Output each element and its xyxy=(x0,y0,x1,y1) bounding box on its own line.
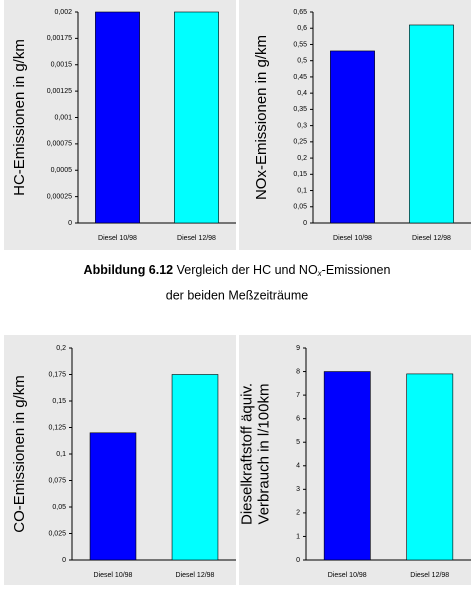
y-tick-label: 0,175 xyxy=(48,371,66,378)
x-tick-label: Diesel 12/98 xyxy=(177,235,216,242)
y-tick-label: 0,0015 xyxy=(51,62,73,69)
y-tick-label: 0,65 xyxy=(293,9,307,16)
y-tick-label: 9 xyxy=(296,345,300,352)
y-axis-label: Dieselkraftstoff äquiv. xyxy=(238,383,255,525)
y-tick-label: 0,00125 xyxy=(47,88,72,95)
y-tick-label: 6 xyxy=(296,416,300,423)
caption-line: der beiden Meßzeiträume xyxy=(166,288,308,302)
bar xyxy=(174,11,219,224)
x-tick-label: Diesel 10/98 xyxy=(98,235,137,242)
y-tick-label: 0,1 xyxy=(56,451,66,458)
y-axis-label: CO-Emissionen in g/km xyxy=(11,375,28,533)
y-tick-label: 0,00075 xyxy=(47,141,72,148)
y-tick-label: 0,6 xyxy=(297,25,307,32)
y-tick-label: 0,45 xyxy=(293,74,307,81)
bar xyxy=(330,50,375,224)
y-tick-label: 1 xyxy=(296,533,300,540)
x-tick-label: Diesel 10/98 xyxy=(94,572,133,579)
x-tick-label: Diesel 10/98 xyxy=(328,572,367,579)
y-tick-label: 0,00025 xyxy=(47,193,72,200)
y-tick-label: 0,15 xyxy=(293,171,307,178)
y-tick-label: 0,075 xyxy=(48,477,66,484)
bar xyxy=(406,373,454,561)
y-tick-label: 0,00175 xyxy=(47,35,72,42)
y-tick-label: 0,4 xyxy=(297,90,307,97)
caption-text: Vergleich der HC und NO xyxy=(177,263,318,277)
y-tick-label: 4 xyxy=(296,463,300,470)
y-tick-label: 0,05 xyxy=(52,504,66,511)
y-tick-label: 0 xyxy=(296,557,300,564)
y-axis-label: HC-Emissionen in g/km xyxy=(11,39,28,196)
y-tick-label: 0,2 xyxy=(56,345,66,352)
y-tick-label: 0,0005 xyxy=(51,167,73,174)
y-tick-label: 2 xyxy=(296,510,300,517)
y-tick-label: 3 xyxy=(296,486,300,493)
x-tick-label: Diesel 10/98 xyxy=(333,235,372,242)
y-tick-label: 0,15 xyxy=(52,398,66,405)
y-tick-label: 0,05 xyxy=(293,204,307,211)
y-tick-label: 0,3 xyxy=(297,122,307,129)
y-tick-label: 0,1 xyxy=(297,187,307,194)
caption-text: -Emissionen xyxy=(322,263,391,277)
y-tick-label: 0,35 xyxy=(293,106,307,113)
y-tick-label: 0,25 xyxy=(293,139,307,146)
bar xyxy=(409,24,454,224)
bar xyxy=(95,11,140,224)
y-tick-label: 0 xyxy=(62,557,66,564)
y-tick-label: 0,5 xyxy=(297,58,307,65)
y-tick-label: 8 xyxy=(296,368,300,375)
y-tick-label: 0,001 xyxy=(54,114,72,121)
y-tick-label: 0,002 xyxy=(54,9,72,16)
x-tick-label: Diesel 12/98 xyxy=(410,572,449,579)
y-axis-label: Verbrauch in l/100km xyxy=(255,384,272,525)
y-axis-label: NOx-Emissionen in g/km xyxy=(253,35,270,200)
y-tick-label: 0,025 xyxy=(48,530,66,537)
bar xyxy=(323,371,371,561)
y-tick-label: 0,125 xyxy=(48,424,66,431)
x-tick-label: Diesel 12/98 xyxy=(176,572,215,579)
y-tick-label: 0,2 xyxy=(297,155,307,162)
caption-label: Abbildung 6.12 xyxy=(84,263,174,277)
caption-sub: x xyxy=(317,269,323,278)
y-tick-label: 5 xyxy=(296,439,300,446)
y-tick-label: 0 xyxy=(303,220,307,227)
y-tick-label: 0,55 xyxy=(293,41,307,48)
x-tick-label: Diesel 12/98 xyxy=(412,235,451,242)
bar xyxy=(171,374,219,561)
bar xyxy=(89,432,137,561)
y-tick-label: 7 xyxy=(296,392,300,399)
caption: Abbildung 6.12 Vergleich der HC und NOx-… xyxy=(84,263,391,278)
y-tick-label: 0 xyxy=(68,220,72,227)
